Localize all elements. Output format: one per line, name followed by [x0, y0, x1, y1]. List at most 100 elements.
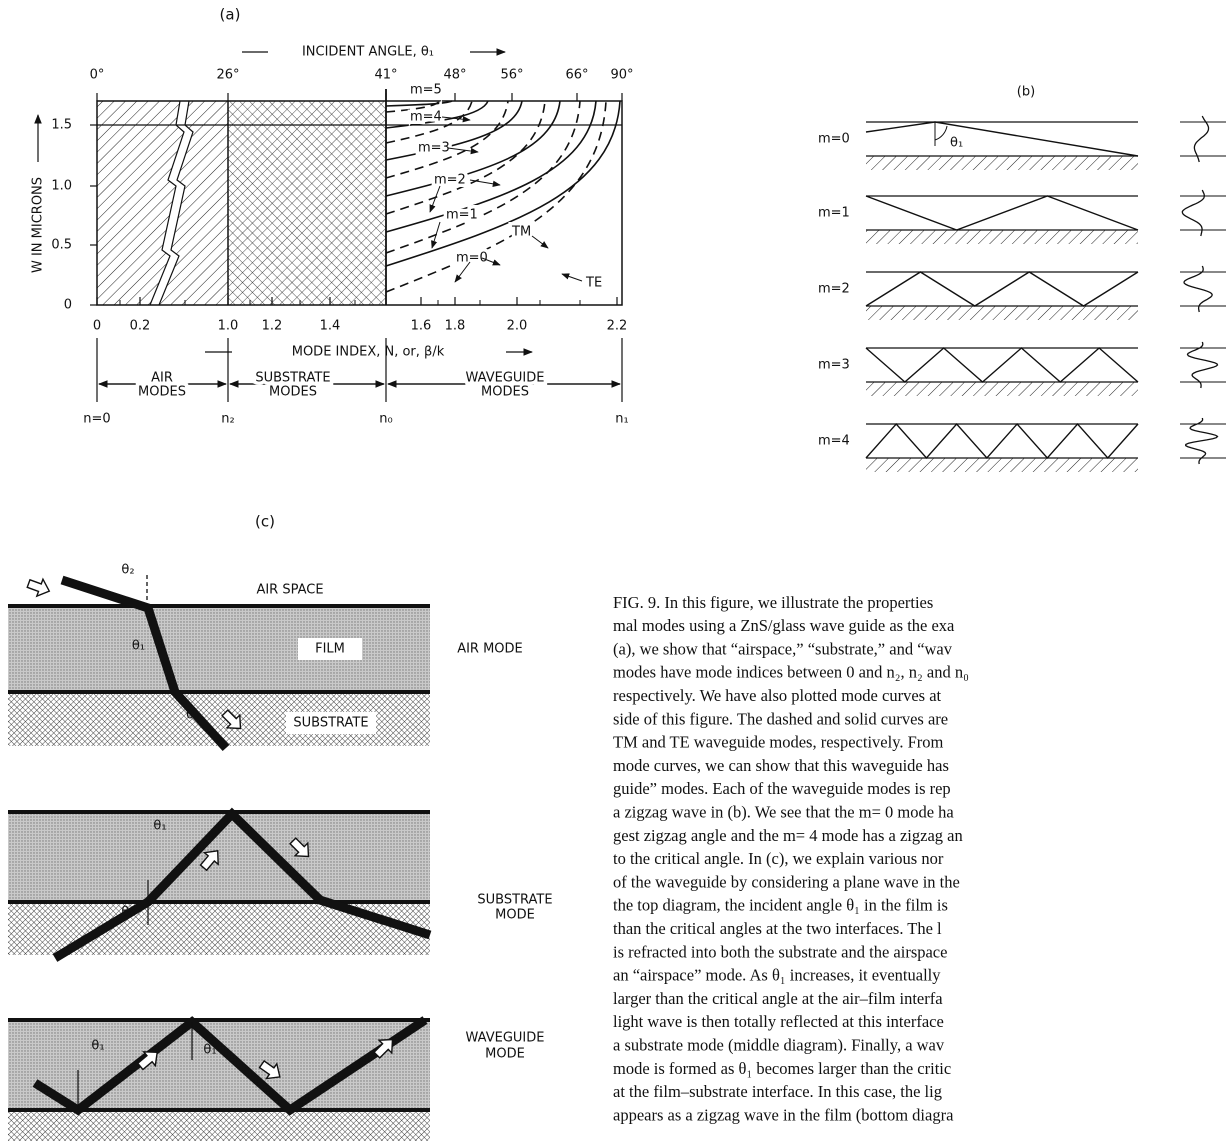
shape — [866, 424, 1138, 458]
angle-label: θ₁ — [153, 819, 166, 834]
caption-line: mal modes using a ZnS/glass wave guide a… — [613, 616, 955, 635]
caption-line: guide” modes. Each of the waveguide mode… — [613, 779, 951, 798]
shape — [866, 348, 1138, 382]
angle-label: θ₁ — [950, 136, 963, 151]
angle-tick-label: 90° — [610, 68, 633, 83]
panel-label: (a) — [220, 6, 241, 24]
mode-label: m=2 — [818, 282, 850, 297]
caption-line: side of this figure. The dashed and soli… — [613, 709, 948, 728]
caption-line: than the critical angles at the two inte… — [613, 919, 942, 938]
caption-line: FIG. 9. In this figure, we illustrate th… — [613, 593, 933, 612]
y-tick-label: 0 — [64, 298, 72, 313]
index-label: n₂ — [221, 412, 234, 427]
x-tick-label: 0.2 — [130, 319, 151, 334]
region-label: WAVEGUIDE — [466, 371, 545, 386]
substrate — [8, 1110, 430, 1141]
angle-label: θ₀ — [121, 905, 134, 920]
direction-arrow — [26, 575, 53, 599]
film — [8, 1020, 430, 1110]
shape — [866, 272, 1138, 306]
angle-tick-label: 0° — [90, 68, 105, 83]
line — [470, 180, 500, 185]
caption-line: at the film–substrate interface. In this… — [613, 1082, 942, 1101]
substrate — [866, 382, 1138, 396]
substrate — [866, 230, 1138, 244]
mode-name: AIR MODE — [457, 642, 523, 657]
mode-label: m=3 — [818, 358, 850, 373]
caption-line: mode is formed as θ₁ becomes larger than… — [613, 1059, 951, 1078]
x-tick-label: 2.0 — [507, 319, 528, 334]
curve-label: TM — [511, 225, 531, 240]
axis-title: MODE INDEX, N, or, β/k — [292, 345, 445, 360]
mode-label: m=5 — [410, 83, 442, 98]
axis-title: W IN MICRONS — [31, 177, 46, 273]
region-label: MODES — [138, 385, 186, 400]
index-label: n₁ — [615, 412, 628, 427]
mode-name: WAVEGUIDE — [466, 1031, 545, 1046]
mode-profile — [1182, 190, 1204, 236]
mode-name: SUBSTRATE — [477, 893, 552, 908]
caption-line: a substrate mode (middle diagram). Final… — [613, 1035, 945, 1054]
region-label: SUBSTRATE — [255, 371, 330, 386]
mode-profile — [1188, 342, 1218, 388]
x-tick-label: 1.4 — [320, 319, 341, 334]
caption-line: of the waveguide by considering a plane … — [613, 872, 960, 891]
line — [532, 236, 548, 248]
mode-label: m=4 — [818, 434, 850, 449]
curve-label: TE — [585, 276, 602, 291]
line — [562, 274, 582, 281]
angle-tick-label: 41° — [374, 68, 397, 83]
x-tick-label: 1.0 — [218, 319, 239, 334]
mode-profile — [1194, 116, 1208, 162]
angle-arc — [935, 126, 947, 140]
x-tick-label: 1.8 — [445, 319, 466, 334]
caption-line: mode curves, we can show that this waveg… — [613, 756, 949, 775]
y-tick-label: 1.5 — [51, 118, 72, 133]
y-tick-label: 1.0 — [51, 179, 72, 194]
caption-line: respectively. We have also plotted mode … — [613, 686, 942, 705]
index-label: n=0 — [83, 412, 110, 427]
mode-profile — [1186, 418, 1218, 464]
angle-label: θ₀ — [186, 708, 199, 723]
axis-title: INCIDENT ANGLE, θ₁ — [302, 45, 434, 60]
mode-label: m=4 — [410, 110, 442, 125]
caption-line: a zigzag wave in (b). We see that the m=… — [613, 802, 954, 821]
caption-line: light wave is then totally reflected at … — [613, 1012, 944, 1031]
caption-line: TM and TE waveguide modes, respectively.… — [613, 733, 944, 752]
angle-label: θ₂ — [121, 563, 134, 578]
caption-line: an “airspace” mode. As θ₁ increases, it … — [613, 966, 941, 985]
mode-label: m=3 — [418, 141, 450, 156]
substrate — [866, 458, 1138, 472]
y-tick-label: 0.5 — [51, 238, 72, 253]
angle-tick-label: 26° — [216, 68, 239, 83]
caption-line: is refracted into both the substrate and… — [613, 942, 947, 961]
region-label: AIR — [151, 371, 173, 386]
figure: (a)INCIDENT ANGLE, θ₁0°26°41°48°56°66°90… — [0, 0, 1226, 1141]
angle-tick-label: 56° — [500, 68, 523, 83]
substrate — [866, 306, 1138, 320]
substrate-region — [228, 101, 386, 305]
caption-line: gest zigzag angle and the m= 4 mode has … — [613, 826, 963, 845]
layer-label: FILM — [315, 642, 345, 657]
angle-label: θ₁ — [91, 1039, 104, 1054]
layer-label: SUBSTRATE — [293, 716, 368, 731]
angle-tick-label: 66° — [565, 68, 588, 83]
mode-label: m=1 — [818, 206, 850, 221]
mode-label: m=2 — [434, 173, 466, 188]
angle-label: θ₁ — [132, 639, 145, 654]
shape — [866, 122, 1138, 156]
caption-line: (a), we show that “airspace,” “substrate… — [613, 639, 953, 658]
x-tick-label: 2.2 — [607, 319, 628, 334]
layer-label: AIR SPACE — [256, 583, 323, 598]
film — [8, 606, 430, 692]
panel-label: (b) — [1017, 85, 1035, 100]
angle-label: θ₁ — [203, 1043, 216, 1058]
caption-line: to the critical angle. In (c), we explai… — [613, 849, 944, 868]
region-label: MODES — [481, 385, 529, 400]
caption-line: appears as a zigzag wave in the film (bo… — [613, 1105, 954, 1124]
mode-name: MODE — [485, 1047, 525, 1062]
x-tick-label: 1.2 — [262, 319, 283, 334]
caption-line: the top diagram, the incident angle θ₁ i… — [613, 896, 948, 915]
index-label: n₀ — [379, 412, 392, 427]
x-tick-label: 1.6 — [411, 319, 432, 334]
